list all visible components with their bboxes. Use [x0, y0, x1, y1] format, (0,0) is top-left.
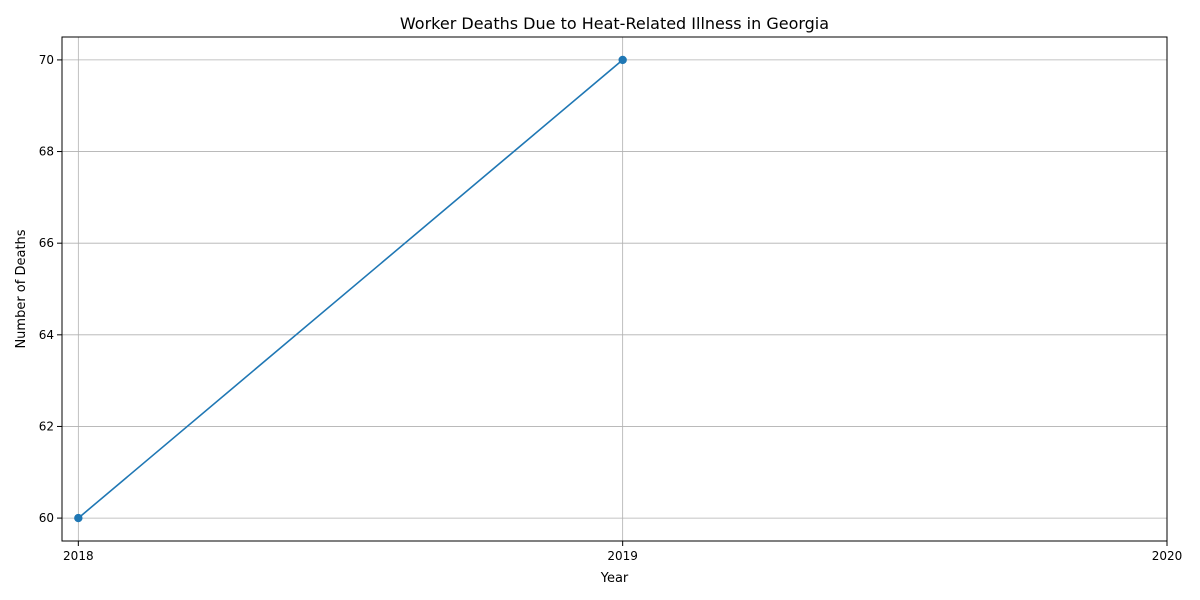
plot-frame: [61, 36, 1168, 542]
y-tick-label: 64: [39, 328, 54, 342]
y-tick-label: 70: [39, 53, 54, 67]
chart-title: Worker Deaths Due to Heat-Related Illnes…: [400, 14, 829, 33]
y-axis-label: Number of Deaths: [14, 229, 29, 348]
x-tick-label: 2018: [63, 549, 94, 563]
axis-ticks: 2018 2019 2020 60 62 64 66 68 70: [39, 53, 1183, 563]
data-point-2018: [74, 513, 83, 523]
series-group: [74, 55, 627, 523]
y-tick-label: 60: [39, 511, 54, 525]
series-line: [77, 59, 624, 519]
x-tick-label: 2020: [1152, 549, 1183, 563]
x-axis-label: Year: [600, 571, 629, 586]
data-point-2019: [618, 55, 627, 65]
y-tick-label: 62: [39, 419, 54, 433]
y-tick-label: 66: [39, 236, 54, 250]
y-tick-label: 68: [39, 145, 54, 159]
x-tick-label: 2019: [607, 549, 638, 563]
